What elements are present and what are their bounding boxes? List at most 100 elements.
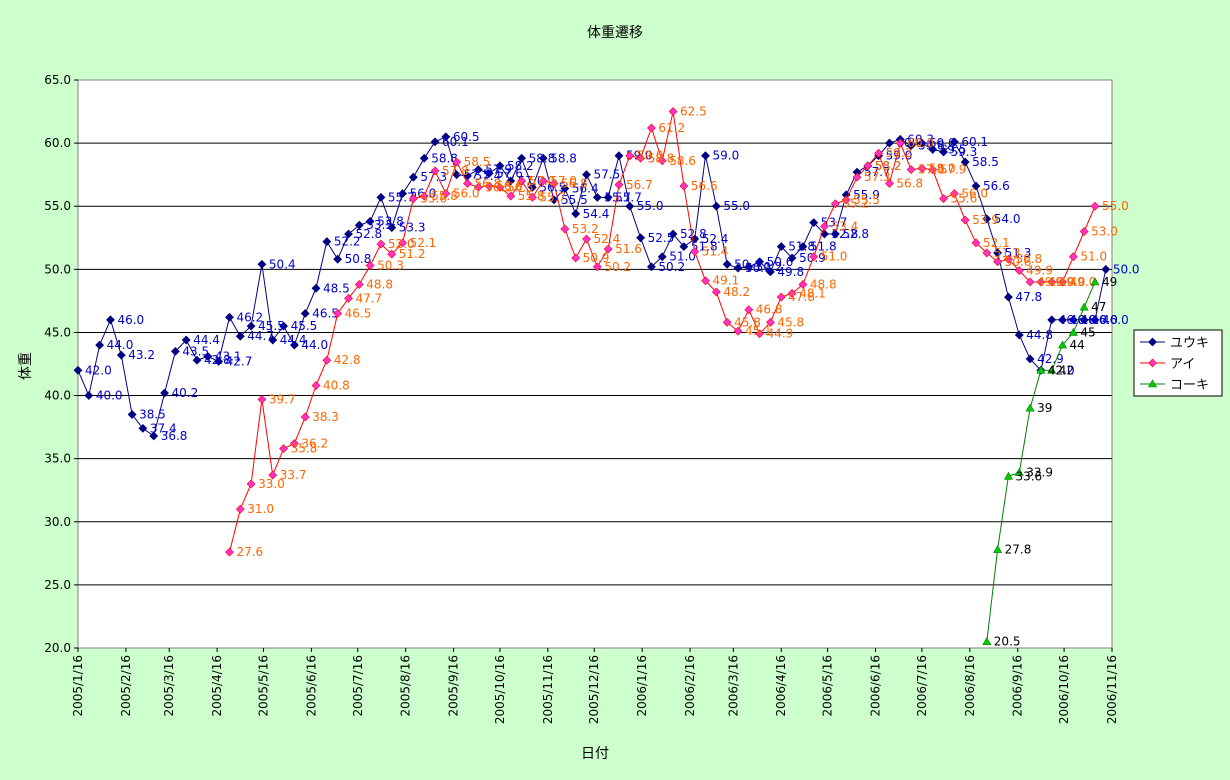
data-label: 45.5 [258, 319, 285, 333]
data-label: 42.8 [334, 353, 361, 367]
data-label: 53.0 [1091, 224, 1118, 238]
data-point [798, 280, 808, 289]
data-point [1036, 277, 1046, 287]
data-point [874, 148, 884, 158]
data-point [398, 189, 407, 199]
data-label: 56.8 [474, 177, 501, 191]
data-label: 42.8 [204, 353, 231, 367]
data-label: 59.2 [886, 146, 913, 160]
data-label: 56.7 [626, 178, 653, 192]
x-tick-label: 2005/2/16 [119, 655, 133, 717]
data-point [73, 365, 83, 375]
data-point [1047, 277, 1057, 287]
data-label: 60.5 [453, 130, 480, 144]
data-label: 51.6 [615, 242, 642, 256]
data-point [333, 309, 343, 318]
data-point [1090, 201, 1100, 211]
data-point [430, 166, 440, 176]
data-label: 49.0 [1048, 275, 1075, 289]
data-point [939, 147, 948, 157]
data-label: 45 [1080, 325, 1095, 339]
data-label: 48.8 [366, 277, 393, 291]
data-point [733, 263, 743, 273]
data-label: 46.5 [345, 307, 372, 321]
data-label: 46.5 [312, 307, 339, 321]
data-label: 27.8 [1005, 543, 1032, 557]
data-point [538, 176, 548, 186]
data-label: 54.4 [583, 207, 610, 221]
data-label: 35.8 [291, 442, 318, 456]
data-point [300, 309, 310, 318]
data-label: 42 [1048, 363, 1063, 377]
data-label: 59.3 [951, 145, 978, 159]
data-point [830, 229, 840, 239]
data-label: 49.0 [1037, 275, 1064, 289]
data-label: 49.1 [713, 274, 740, 288]
data-label: 40.0 [96, 389, 123, 403]
data-point [993, 544, 1003, 553]
x-tick-label: 2005/3/16 [162, 655, 176, 717]
data-label: 42.9 [1037, 352, 1064, 366]
data-point [668, 229, 678, 239]
y-tick-label: 50.0 [44, 262, 71, 276]
data-point [538, 153, 548, 163]
y-tick-label: 65.0 [44, 73, 71, 87]
data-label: 52.2 [334, 235, 361, 249]
data-point [203, 352, 213, 361]
data-point [160, 388, 169, 398]
data-point [625, 201, 635, 211]
data-point [398, 238, 407, 248]
data-label: 52.4 [702, 232, 729, 246]
data-point [225, 312, 234, 322]
data-label: 61.2 [658, 121, 685, 135]
data-label: 58.8 [648, 151, 675, 165]
data-label: 60.1 [961, 135, 988, 149]
data-point [809, 252, 819, 262]
data-label: 43.2 [128, 348, 155, 362]
data-point [235, 504, 245, 514]
data-label: 57.4 [474, 169, 501, 183]
data-point [279, 444, 288, 453]
data-label: 55.8 [431, 189, 458, 203]
data-point [798, 242, 808, 252]
data-point [949, 137, 959, 147]
data-point [841, 195, 851, 205]
data-point [484, 168, 494, 178]
data-point [830, 199, 840, 209]
data-label: 45.5 [291, 319, 318, 333]
data-point [960, 215, 970, 225]
data-point [582, 170, 591, 180]
data-point [170, 346, 180, 356]
data-label: 45.8 [734, 315, 761, 329]
data-label: 50.2 [658, 260, 685, 274]
data-point [311, 381, 321, 390]
data-point [1047, 315, 1057, 325]
data-point [928, 165, 938, 175]
data-label: 33.9 [1026, 466, 1053, 480]
data-label: 52.4 [593, 232, 620, 246]
data-label: 56.8 [561, 177, 588, 191]
x-tick-label: 2006/6/16 [869, 655, 883, 717]
data-point [1036, 365, 1046, 374]
legend-marker [1148, 337, 1157, 347]
data-point [668, 107, 678, 116]
data-point [192, 355, 202, 365]
data-point [84, 391, 94, 400]
data-point [809, 218, 819, 228]
data-point [928, 144, 938, 154]
data-point [1068, 315, 1078, 325]
x-tick-label: 2005/11/16 [541, 655, 555, 724]
data-label: 53.3 [399, 221, 426, 235]
legend-label: コーキ [1170, 378, 1209, 393]
data-label: 58.5 [972, 155, 999, 169]
data-point [1068, 327, 1078, 336]
data-point [636, 153, 646, 163]
data-label: 55.0 [637, 199, 664, 213]
data-point [322, 355, 332, 365]
data-point [257, 394, 267, 404]
data-label: 57.3 [864, 170, 891, 184]
data-label: 33.0 [258, 477, 285, 491]
data-label: 48.1 [799, 286, 826, 300]
